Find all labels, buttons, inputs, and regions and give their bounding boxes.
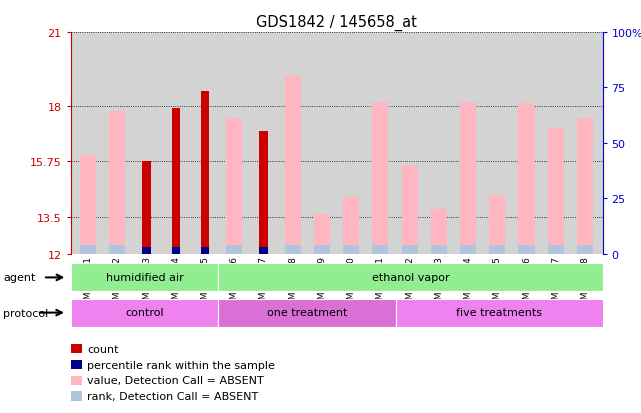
Bar xyxy=(489,245,505,254)
Text: rank, Detection Call = ABSENT: rank, Detection Call = ABSENT xyxy=(87,391,258,401)
Bar xyxy=(226,245,242,254)
Bar xyxy=(71,264,219,292)
Bar xyxy=(460,245,476,254)
Bar xyxy=(109,112,126,254)
Bar xyxy=(71,376,82,385)
Bar xyxy=(260,131,267,254)
Text: ethanol vapor: ethanol vapor xyxy=(372,272,449,282)
Bar xyxy=(519,104,535,254)
Bar xyxy=(172,248,180,254)
Bar xyxy=(201,92,209,254)
Bar xyxy=(226,119,242,254)
Bar xyxy=(219,264,603,292)
Bar xyxy=(71,299,219,327)
Bar xyxy=(343,245,359,254)
Bar xyxy=(519,245,535,254)
Bar xyxy=(343,197,359,254)
Text: value, Detection Call = ABSENT: value, Detection Call = ABSENT xyxy=(87,375,264,385)
Bar xyxy=(372,245,388,254)
Bar xyxy=(219,299,395,327)
Bar xyxy=(80,156,96,254)
Bar xyxy=(460,103,476,254)
Bar xyxy=(577,119,593,254)
Bar xyxy=(109,245,126,254)
Bar xyxy=(577,245,593,254)
Bar xyxy=(142,162,151,254)
Bar xyxy=(172,109,180,254)
Bar xyxy=(489,195,505,254)
Bar xyxy=(71,344,82,354)
Text: control: control xyxy=(125,307,163,317)
Bar xyxy=(372,103,388,254)
Bar xyxy=(547,129,564,254)
Bar xyxy=(71,392,82,401)
Bar xyxy=(431,245,447,254)
Bar xyxy=(260,248,267,254)
Bar xyxy=(80,245,96,254)
Text: five treatments: five treatments xyxy=(456,307,542,317)
Text: one treatment: one treatment xyxy=(267,307,347,317)
Bar xyxy=(314,215,330,254)
Bar xyxy=(314,245,330,254)
Bar xyxy=(431,210,447,254)
Text: humidified air: humidified air xyxy=(106,272,183,282)
Bar xyxy=(142,248,151,254)
Bar xyxy=(401,166,418,254)
Bar xyxy=(395,299,603,327)
Bar xyxy=(401,245,418,254)
Bar xyxy=(285,245,301,254)
Text: protocol: protocol xyxy=(3,308,49,318)
Bar xyxy=(547,245,564,254)
Bar xyxy=(201,248,209,254)
Text: percentile rank within the sample: percentile rank within the sample xyxy=(87,360,275,370)
Bar xyxy=(71,360,82,369)
Text: count: count xyxy=(87,344,119,354)
Text: agent: agent xyxy=(3,273,36,283)
Text: GDS1842 / 145658_at: GDS1842 / 145658_at xyxy=(256,14,417,31)
Bar xyxy=(285,77,301,254)
